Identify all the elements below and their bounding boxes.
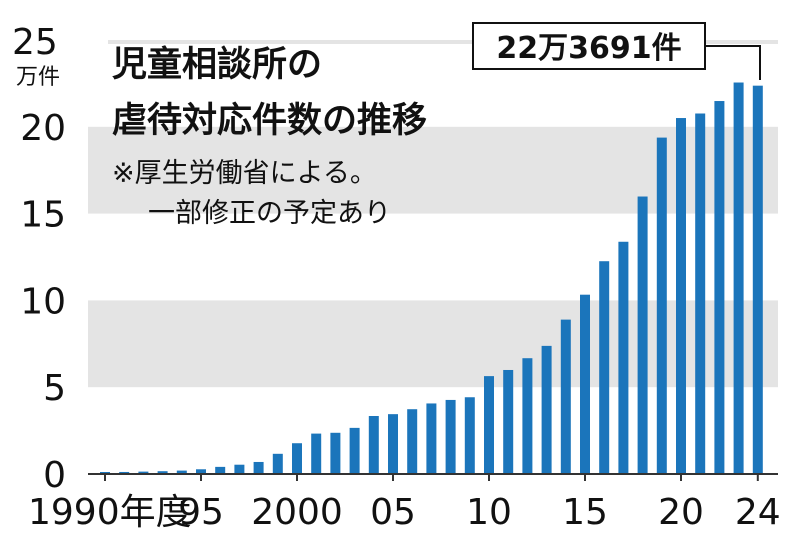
bar-1998 <box>253 461 264 474</box>
callout-leader-line <box>705 45 761 80</box>
bar-2002 <box>330 432 341 474</box>
y-tick-label: 0 <box>43 455 66 496</box>
bar-2006 <box>407 409 418 474</box>
chart-title-line1: 児童相談所の <box>112 45 322 85</box>
bar-2023 <box>733 82 744 475</box>
background-band <box>88 300 778 388</box>
bar-1992 <box>138 471 149 474</box>
y-tick-label: 15 <box>20 195 66 236</box>
bar-series <box>100 82 763 475</box>
bar-2024 <box>752 85 763 474</box>
bar-2001 <box>311 433 322 474</box>
y-tick-label: 10 <box>20 281 66 322</box>
bar-2015 <box>580 294 590 474</box>
bar-1993 <box>157 471 168 474</box>
bar-1996 <box>215 466 226 474</box>
bar-1995 <box>196 469 206 474</box>
bar-2008 <box>445 399 456 474</box>
bar-2011 <box>503 369 514 474</box>
bar-2005 <box>388 414 398 474</box>
bar-2022 <box>714 101 725 474</box>
chart-note-line2: 一部修正の予定あり <box>148 198 391 229</box>
chart-title-line2: 虐待対応件数の推移 <box>112 101 427 141</box>
x-tick-label: 1990年度 <box>28 492 192 533</box>
bar-2017 <box>618 241 629 474</box>
chart-note-line1: ※厚生労働省による。 <box>112 158 377 189</box>
bar-1997 <box>234 464 245 474</box>
bar-2016 <box>599 261 610 474</box>
x-tick-label: 10 <box>466 492 512 533</box>
y-axis-ticks: 0 5 10 15 20 <box>20 108 66 496</box>
bar-2019 <box>656 137 667 475</box>
bar-2013 <box>541 345 552 474</box>
bar-2003 <box>349 427 360 474</box>
x-tick-label: 15 <box>562 492 608 533</box>
bar-1994 <box>176 470 187 474</box>
bar-2012 <box>522 358 533 474</box>
x-tick-label: 05 <box>370 492 416 533</box>
y-tick-label: 5 <box>43 368 66 409</box>
callout-label: 22万3691件 <box>496 31 681 66</box>
bar-2010 <box>484 376 494 474</box>
bar-2014 <box>560 319 571 474</box>
x-tick-label: 24 <box>735 492 781 533</box>
y-axis-top-tick: 25 <box>12 22 58 63</box>
x-tick-label: 95 <box>178 492 224 533</box>
y-axis-unit: 万件 <box>16 65 60 90</box>
bar-2000 <box>292 443 302 474</box>
bar-2007 <box>426 403 437 474</box>
bar-2018 <box>637 196 648 474</box>
bar-2020 <box>676 118 686 475</box>
bar-1991 <box>119 471 130 474</box>
bar-2004 <box>368 416 379 474</box>
background-band <box>108 40 778 44</box>
y-tick-label: 20 <box>20 108 66 149</box>
bar-2021 <box>695 113 706 474</box>
bar-1999 <box>272 453 283 474</box>
x-tick-label: 20 <box>658 492 704 533</box>
x-tick-label: 2000 <box>251 492 343 533</box>
bar-2009 <box>464 397 475 474</box>
